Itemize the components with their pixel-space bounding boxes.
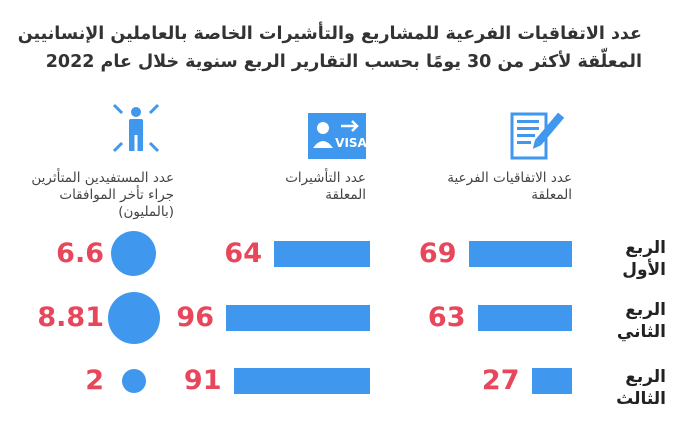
visa-text: VISA bbox=[335, 136, 367, 150]
bubble-beneficiaries-q2 bbox=[108, 292, 160, 344]
bubble-beneficiaries-q3 bbox=[121, 368, 147, 394]
chart-title: عدد الاتفاقيات الفرعية للمشاريع والتأشير… bbox=[17, 20, 642, 76]
visa-card-icon: VISA bbox=[308, 113, 367, 159]
value-visas-q1: 64 bbox=[224, 238, 262, 269]
value-agreements-q1: 69 bbox=[418, 238, 457, 269]
value-agreements-q2: 63 bbox=[427, 302, 466, 333]
bubble-beneficiaries-q1 bbox=[111, 231, 157, 277]
col-label-visas: عدد التأشيرات المعلقة bbox=[285, 170, 366, 203]
bar-visas-q3 bbox=[233, 368, 370, 394]
value-beneficiaries-q2: 8.81 bbox=[37, 302, 104, 333]
person-radiating-icon bbox=[112, 103, 160, 153]
col-label-agreements: عدد الاتفاقيات الفرعية المعلقة bbox=[447, 170, 572, 203]
document-pen-icon bbox=[510, 112, 565, 160]
value-beneficiaries-q3: 2 bbox=[85, 365, 104, 396]
bar-agreements-q2 bbox=[477, 305, 572, 331]
title-line-1: عدد الاتفاقيات الفرعية للمشاريع والتأشير… bbox=[17, 24, 642, 44]
value-beneficiaries-q1: 6.6 bbox=[56, 238, 104, 269]
col-label-beneficiaries: عدد المستفيدين المتأثرين جراء تأخر الموا… bbox=[31, 170, 174, 220]
value-visas-q3: 91 bbox=[183, 365, 222, 396]
bar-agreements-q3 bbox=[531, 368, 572, 394]
value-visas-q2: 96 bbox=[176, 302, 214, 333]
title-line-2: المعلّقة لأكثر من 30 يومًا بحسب التقارير… bbox=[45, 52, 642, 72]
row-label-q1: الربع الأول bbox=[622, 238, 666, 280]
bar-agreements-q1 bbox=[468, 241, 572, 267]
value-agreements-q3: 27 bbox=[481, 365, 520, 396]
bar-visas-q1 bbox=[274, 241, 370, 267]
row-label-q2: الربع الثاني bbox=[616, 300, 666, 342]
bar-visas-q2 bbox=[226, 305, 370, 331]
row-label-q3: الربع الثالث bbox=[616, 367, 666, 409]
